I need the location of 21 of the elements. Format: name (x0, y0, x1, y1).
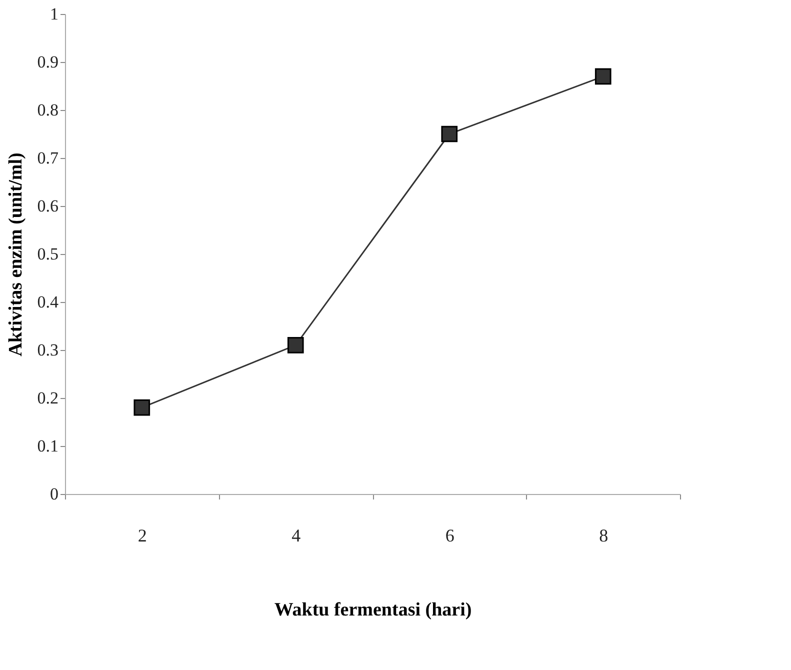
point (594, 68, 612, 85)
point (134, 399, 150, 416)
y-tick-label: 0 (50, 484, 58, 504)
y-tick-label: 0.2 (37, 388, 58, 408)
y-tick-label: 0.7 (37, 148, 59, 168)
y-tick-label: 0.1 (37, 436, 58, 456)
x-tick-label: 2 (138, 526, 147, 546)
point (287, 337, 304, 354)
y-tick-label: 1 (50, 4, 58, 24)
y-tick-label: 0.6 (37, 196, 58, 216)
y-tick-label: 0.4 (37, 292, 59, 312)
y-tick-label: 0.3 (37, 340, 58, 360)
y-tick-label: 0.8 (37, 100, 58, 120)
x-tick-label: 4 (292, 526, 301, 546)
x-tick-label: 8 (599, 526, 608, 546)
y-axis-title: Aktivitas enzim (unit/ml) (5, 152, 26, 356)
x-tick-label: 6 (445, 526, 454, 546)
point (441, 126, 458, 142)
y-tick-label: 0.5 (37, 244, 58, 264)
x-axis-title: Waktu fermentasi (hari) (274, 600, 472, 620)
y-tick-label: 0.9 (37, 52, 58, 72)
